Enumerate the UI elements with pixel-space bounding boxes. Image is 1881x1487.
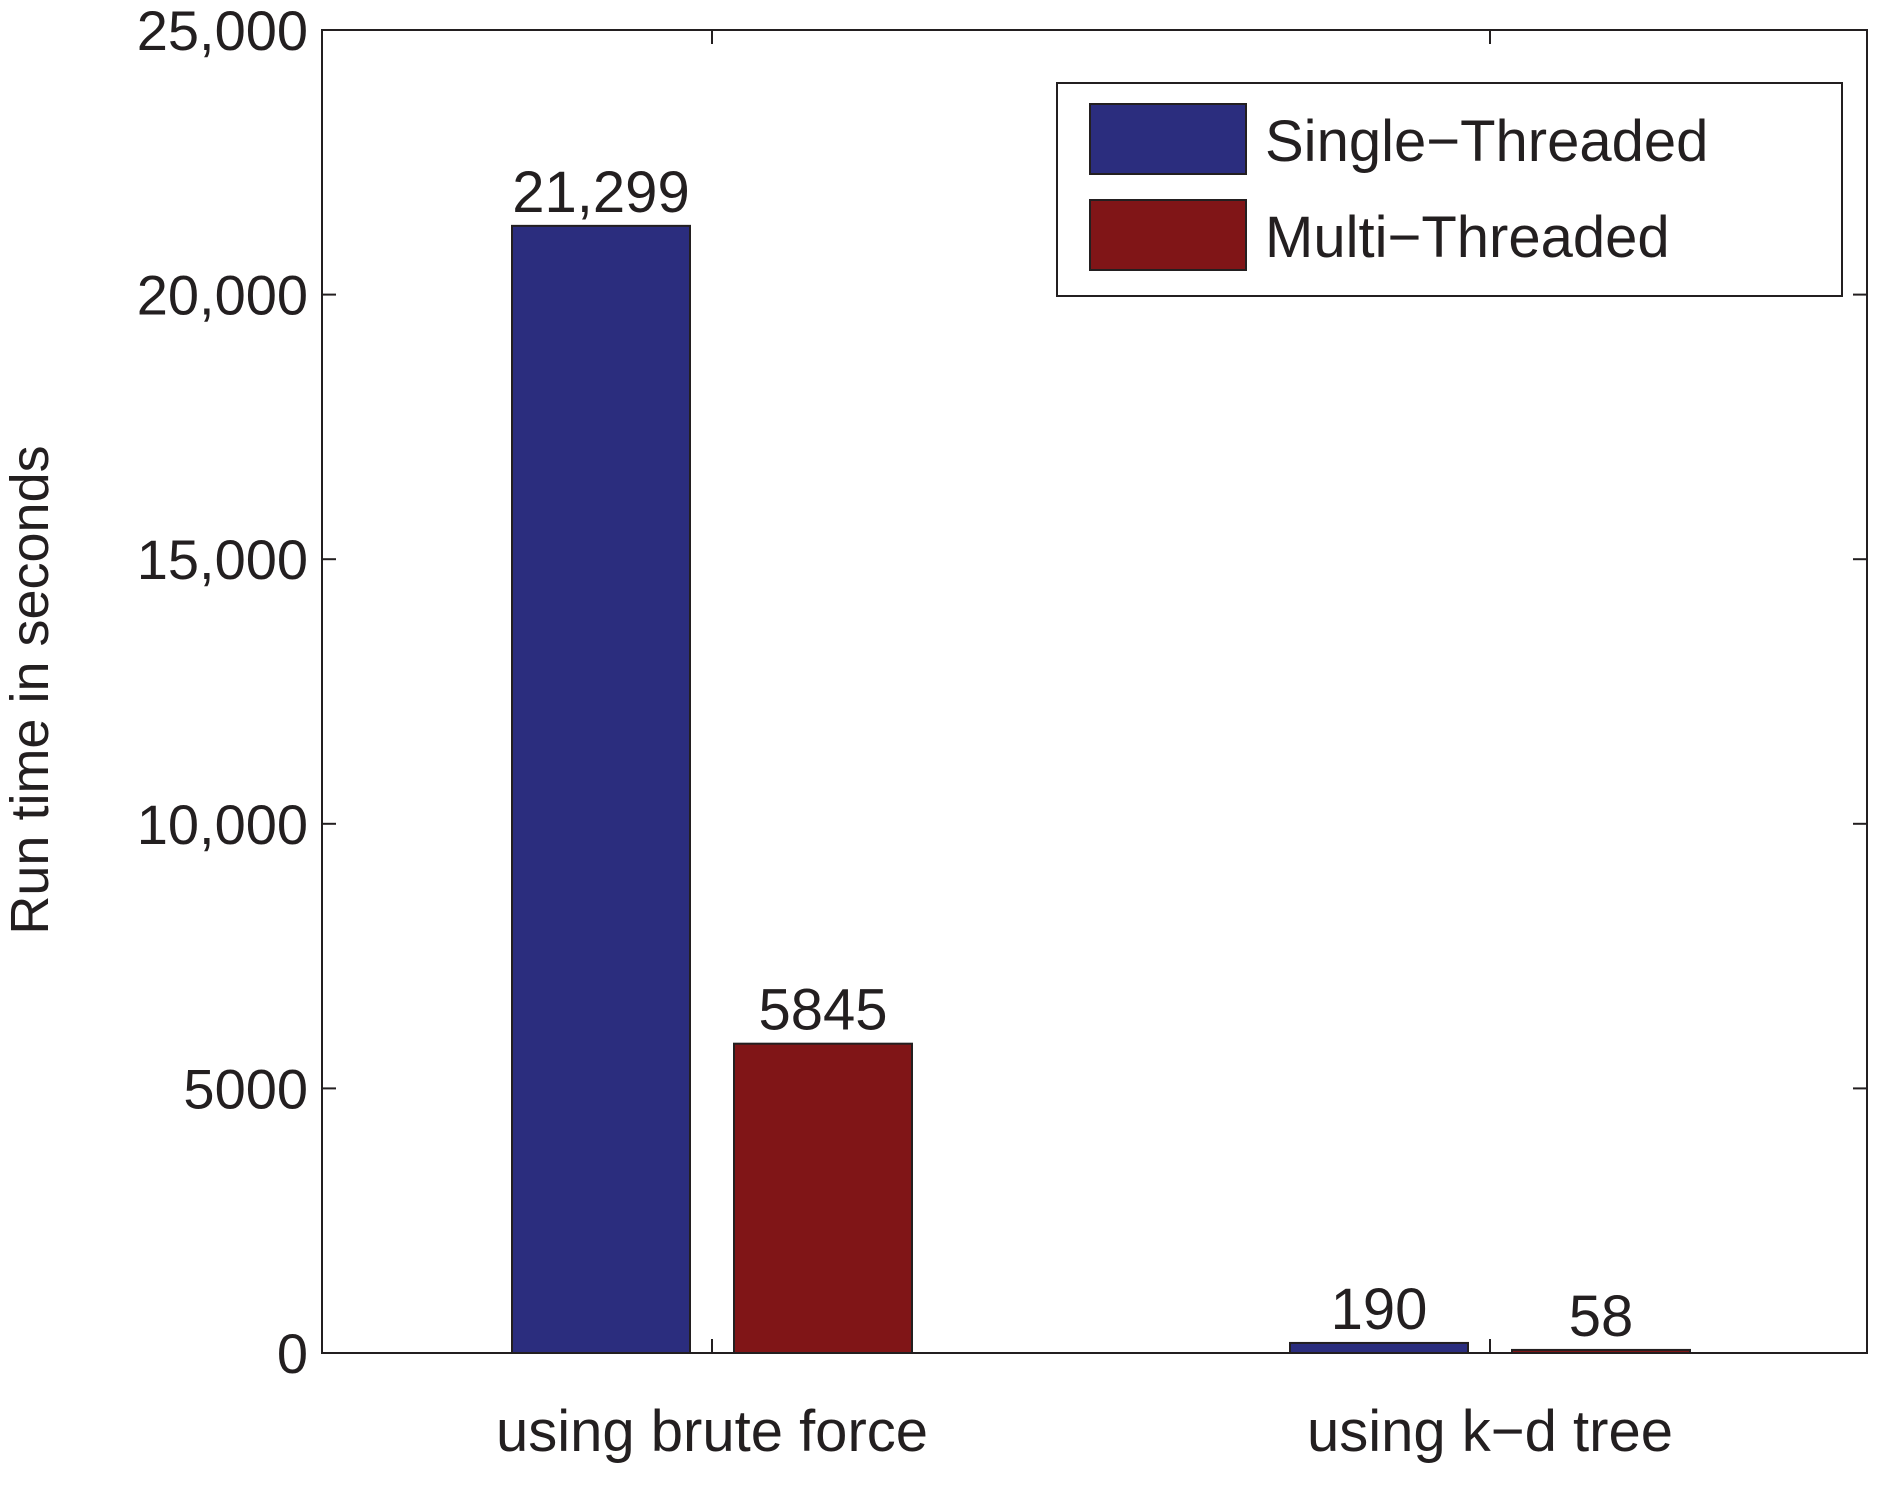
x-category-label: using brute force xyxy=(496,1399,928,1464)
legend-label: Multi−Threaded xyxy=(1265,205,1670,270)
legend-swatch xyxy=(1089,103,1247,175)
plot-frame xyxy=(321,29,1868,1354)
legend: Single−Threaded Multi−Threaded xyxy=(1056,82,1843,297)
y-tick-label: 15,000 xyxy=(137,528,308,591)
data-label: 5845 xyxy=(758,978,887,1043)
legend-label: Single−Threaded xyxy=(1265,109,1708,174)
y-tick-label: 0 xyxy=(277,1322,308,1385)
x-axis: using brute force using k−d tree xyxy=(496,30,1673,1464)
y-tick-label: 20,000 xyxy=(137,264,308,327)
y-tick-label: 10,000 xyxy=(137,793,308,856)
x-category-label: using k−d tree xyxy=(1307,1399,1673,1464)
data-label: 190 xyxy=(1331,1277,1428,1342)
y-tick-label: 25,000 xyxy=(137,0,308,62)
y-axis: 0 5000 10,000 15,000 20,000 25,000 xyxy=(137,0,1867,1385)
y-axis-title: Run time in seconds xyxy=(0,445,60,934)
y-tick-label: 5000 xyxy=(183,1057,308,1120)
bar xyxy=(1289,1341,1469,1354)
data-label: 21,299 xyxy=(512,160,689,225)
bars xyxy=(511,224,1691,1355)
legend-swatch xyxy=(1089,199,1247,271)
bar xyxy=(511,224,691,1354)
data-labels: 21,299 190 5845 58 xyxy=(512,160,1633,1349)
bar xyxy=(733,1042,913,1355)
data-label: 58 xyxy=(1569,1284,1634,1349)
